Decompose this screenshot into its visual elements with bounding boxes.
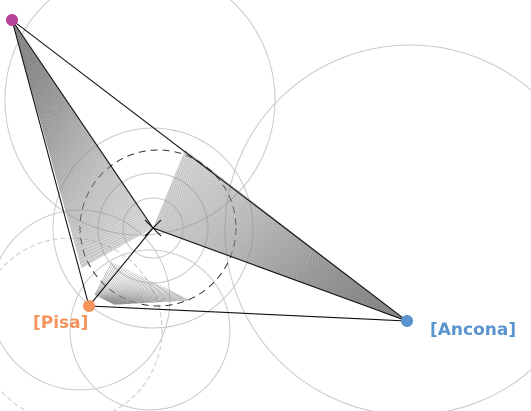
hatch-line (100, 274, 138, 299)
hatch-line (111, 294, 179, 304)
edge (11, 19, 154, 229)
hatch-line (112, 296, 185, 305)
hatch-line (97, 267, 124, 297)
hatch-line (99, 271, 132, 298)
hatch-line (111, 295, 181, 304)
hatch-line (94, 261, 113, 296)
hatch-line (109, 290, 171, 303)
hatch-line (95, 262, 115, 296)
edge (88, 305, 408, 322)
hatch-line (101, 275, 140, 299)
hatch-line (108, 289, 169, 303)
hatch-line (101, 276, 142, 299)
hatch-line (106, 285, 161, 302)
edge (11, 19, 90, 307)
hatch-line (107, 286, 163, 302)
edge (88, 227, 154, 307)
circle (0, 209, 171, 391)
hatch-line (95, 263, 117, 296)
hatch-line (113, 297, 187, 305)
node-label: [Ancona] (430, 320, 516, 340)
hatch-line (114, 299, 191, 305)
hatch-line (113, 298, 189, 305)
hatch-line (104, 280, 152, 300)
node (401, 315, 413, 327)
hatch-line (99, 272, 134, 298)
circle (0, 237, 163, 411)
hatch-line (96, 264, 119, 296)
node-label: [Pisa] (33, 313, 88, 333)
edge (152, 227, 408, 322)
hatch-line (108, 288, 167, 302)
circle (4, 0, 276, 236)
hatch-line (105, 282, 155, 301)
hatch-line (98, 270, 130, 298)
hatch-line (110, 292, 175, 303)
hatch-line (106, 284, 159, 301)
circle (224, 44, 531, 411)
edge (11, 19, 408, 322)
node (83, 300, 95, 312)
hatch-line (104, 281, 154, 301)
node (6, 14, 18, 26)
circle (69, 249, 231, 411)
hatch-line (102, 276, 144, 300)
cross (144, 219, 162, 237)
hatch-line (107, 287, 165, 302)
hatch-line (110, 293, 177, 304)
hatch-line (109, 291, 173, 303)
edges (11, 19, 408, 322)
hatch-line (105, 283, 157, 301)
hatch-line (97, 268, 126, 297)
hatching (11, 19, 408, 322)
hatch-line (112, 295, 183, 304)
hatch-line (98, 269, 128, 298)
hatch-line (102, 277, 146, 300)
hatch-line (100, 273, 136, 299)
hatch-line (96, 265, 120, 297)
hatch-line (103, 279, 150, 300)
hatch-line (103, 278, 148, 300)
